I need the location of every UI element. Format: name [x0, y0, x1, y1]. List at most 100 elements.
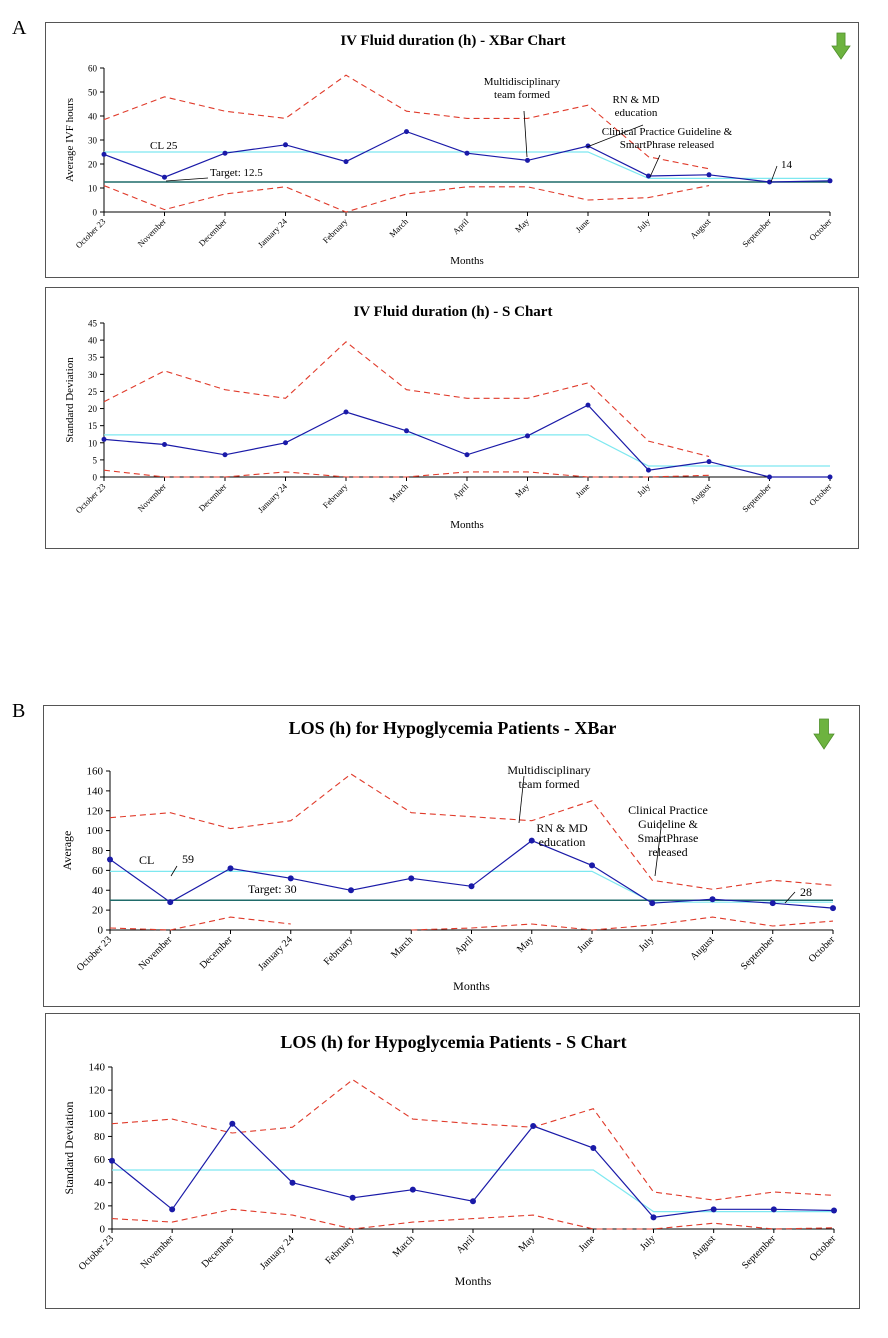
data-point: [649, 900, 656, 907]
x-tick-label: August: [690, 1233, 718, 1261]
data-point: [289, 1179, 296, 1186]
x-tick-label: March: [391, 1233, 417, 1259]
x-tick-label: June: [573, 481, 591, 499]
x-tick-label: May: [513, 481, 532, 500]
y-tick-label: 15: [88, 421, 98, 431]
x-tick-label: February: [321, 216, 350, 245]
data-point: [349, 1194, 356, 1201]
annotation-pointer: [523, 110, 528, 158]
data-point: [827, 178, 833, 184]
x-tick-label: December: [197, 216, 229, 248]
annotation-label: CL 25: [150, 140, 178, 152]
annotation-label: 14: [781, 159, 793, 171]
data-point: [767, 474, 772, 480]
y-tick-label: 120: [87, 805, 104, 817]
data-point: [767, 179, 772, 185]
x-tick-label: October: [807, 934, 838, 965]
data-point: [464, 452, 470, 458]
annotation-pointer: [649, 154, 661, 178]
x-tick-label: July: [637, 934, 657, 954]
data-point: [769, 900, 776, 907]
chart-title: LOS (h) for Hypoglycemia Patients - S Ch…: [280, 1032, 626, 1053]
y-axis-label: Standard Deviation: [64, 357, 76, 443]
annotation-label: Clinical Practice Guideline & SmartPhrase r…: [628, 803, 708, 859]
data-point: [830, 905, 836, 912]
data-point: [162, 441, 167, 447]
annotation-pointer: [518, 775, 525, 824]
x-tick-label: September: [740, 1233, 778, 1271]
data-point: [831, 1207, 837, 1214]
data-point: [222, 150, 228, 156]
annotation-pointer: [170, 865, 178, 877]
data-point: [167, 899, 174, 906]
x-tick-label: September: [739, 934, 777, 972]
lower-control-limit: [103, 185, 710, 213]
upper-control-limit: [103, 341, 710, 458]
x-tick-label: July: [635, 481, 653, 499]
data-point: [227, 865, 234, 872]
y-tick-label: 5: [93, 455, 98, 465]
x-tick-label: July: [638, 1233, 658, 1253]
upper-control-limit: [103, 74, 710, 170]
x-tick-label: April: [451, 216, 471, 236]
x-tick-label: October 23: [73, 216, 107, 250]
annotation-label: Target: 12.5: [210, 167, 263, 179]
x-tick-label: October: [807, 216, 834, 243]
y-tick-label: 0: [100, 1224, 106, 1236]
data-point: [706, 459, 712, 465]
annotation-pointer: [784, 891, 796, 904]
data-point: [109, 1157, 115, 1164]
data-point: [287, 875, 294, 882]
data-point: [710, 1206, 717, 1213]
annotation-label: CL: [139, 853, 154, 867]
lower-control-limit: [411, 916, 834, 931]
x-tick-label: March: [387, 481, 410, 504]
x-tick-label: September: [740, 216, 773, 249]
x-tick-label: May: [517, 1233, 538, 1254]
x-tick-label: January 24: [256, 216, 290, 250]
y-tick-label: 60: [92, 865, 104, 877]
y-tick-label: 50: [88, 88, 98, 98]
y-tick-label: 0: [98, 925, 104, 937]
data-series: [109, 839, 834, 909]
x-tick-label: October: [808, 1233, 839, 1264]
lower-control-limit: [103, 469, 710, 478]
annotation-label: Multidisciplinary team formed: [484, 76, 561, 101]
x-tick-label: March: [387, 216, 410, 239]
y-tick-label: 40: [88, 112, 98, 122]
x-tick-label: November: [135, 216, 168, 249]
data-point: [404, 129, 409, 135]
y-tick-label: 45: [88, 319, 98, 329]
x-tick-label: September: [740, 481, 773, 514]
center-line: [104, 434, 830, 467]
chart-ivf-xbar: IV Fluid duration (h) - XBar Chart 0 10 20 3…: [45, 22, 859, 278]
data-point: [468, 883, 475, 890]
data-point: [470, 1198, 476, 1205]
x-tick-label: February: [323, 1233, 356, 1266]
data-point: [408, 875, 415, 882]
y-tick-label: 40: [94, 1177, 106, 1189]
annotation-label: Target: 30: [248, 882, 297, 896]
lower-control-limit: [111, 1208, 835, 1230]
x-tick-label: March: [389, 934, 415, 960]
data-point: [283, 142, 288, 148]
x-tick-label: June: [575, 934, 596, 955]
y-tick-label: 0: [93, 208, 98, 218]
data-point: [283, 440, 288, 446]
y-tick-label: 20: [92, 905, 104, 917]
y-tick-label: 120: [89, 1085, 106, 1097]
x-tick-label: June: [573, 216, 591, 234]
annotation-pointer: [165, 177, 209, 182]
y-tick-label: 40: [92, 885, 104, 897]
y-tick-label: 100: [87, 825, 104, 837]
data-point: [343, 159, 349, 165]
x-tick-label: August: [688, 216, 713, 241]
y-axis-label: Average IVF hours: [64, 98, 76, 182]
center-line: [110, 870, 833, 903]
data-point: [525, 433, 530, 439]
data-point: [585, 402, 591, 408]
x-tick-label: October 23: [77, 1233, 116, 1272]
data-point: [343, 409, 349, 415]
upper-control-limit: [109, 773, 834, 890]
y-tick-label: 20: [94, 1200, 106, 1212]
